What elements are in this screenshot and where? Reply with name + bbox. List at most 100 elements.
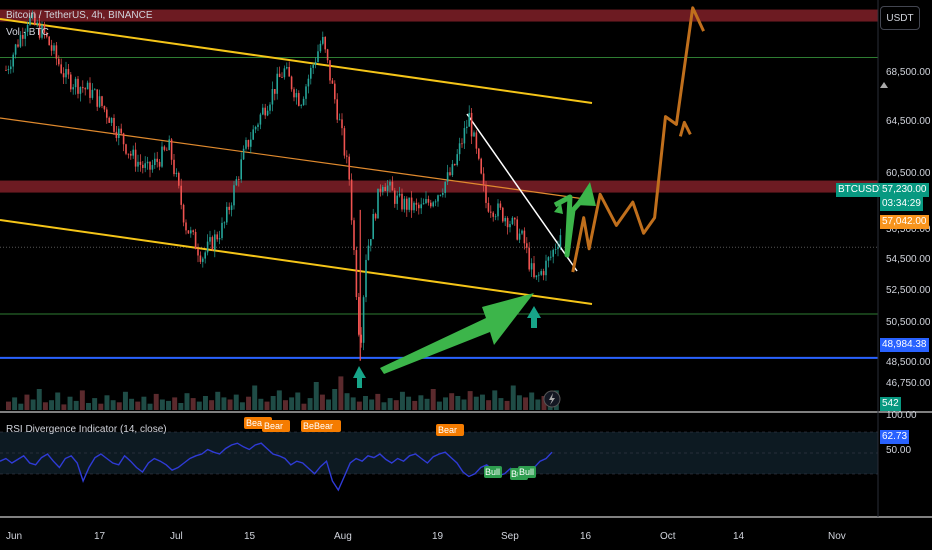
- candle-body: [377, 188, 379, 219]
- candle-body: [62, 73, 65, 78]
- candle-body: [178, 172, 180, 186]
- candle-body: [379, 188, 382, 192]
- candle-body: [324, 36, 326, 50]
- candle-body: [478, 148, 480, 159]
- bull-signal-bg: [484, 466, 502, 478]
- volume-bar: [36, 389, 42, 410]
- candle-body: [281, 77, 283, 78]
- candle-body: [353, 220, 355, 251]
- candle-body: [466, 126, 468, 129]
- candle-body: [269, 104, 271, 111]
- candle-body: [264, 107, 266, 116]
- volume-bar: [196, 401, 202, 410]
- volume-bar: [24, 394, 30, 410]
- candle-body: [204, 252, 206, 259]
- candle-body: [158, 161, 161, 167]
- candle-body: [202, 258, 204, 262]
- bear-signal: BeBear: [301, 420, 341, 432]
- volume-bar: [141, 396, 147, 410]
- rsi-indicator-label[interactable]: RSI Divergence Indicator (14, close): [6, 424, 167, 435]
- symbol-title[interactable]: Bitcoin / TetherUS, 4h, BINANCE: [6, 10, 153, 21]
- candle-body: [250, 139, 252, 147]
- volume-bar: [443, 397, 448, 410]
- up-arrow-sep: [527, 306, 541, 328]
- prev-price-tag: 57,042.00: [880, 215, 929, 229]
- volume-bar: [473, 396, 479, 410]
- volume-bar: [498, 398, 504, 410]
- volume-bar: [6, 401, 11, 410]
- candle-body: [286, 67, 288, 69]
- candle-body: [362, 297, 365, 343]
- candle-body: [168, 139, 170, 151]
- trendline-white: [466, 113, 578, 272]
- green-projection: [553, 194, 584, 258]
- candle-body: [451, 164, 454, 176]
- candle-body: [235, 179, 238, 186]
- candle-body: [5, 69, 7, 71]
- candle-body: [475, 132, 478, 149]
- candle-body: [415, 202, 418, 205]
- candle-body: [110, 117, 113, 123]
- volume-bar: [356, 401, 362, 410]
- volume-bar: [79, 390, 85, 410]
- candle-body: [394, 190, 396, 204]
- candle-body: [132, 149, 134, 156]
- candle-body: [533, 263, 535, 278]
- candle-body: [79, 87, 82, 94]
- volume-bar: [116, 402, 122, 410]
- candle-body: [156, 158, 158, 162]
- candle-body: [24, 31, 26, 39]
- channel-top-line: [0, 18, 593, 104]
- candle-body: [305, 86, 307, 99]
- volume-bar: [67, 396, 73, 410]
- volume-bar: [42, 402, 48, 410]
- candle-body: [454, 164, 456, 166]
- candle-body: [12, 54, 14, 67]
- channel-mid-line: [0, 117, 593, 201]
- orange-arrowhead: [678, 120, 692, 137]
- candle-body: [456, 154, 458, 166]
- candle-body: [298, 93, 300, 106]
- candle-body: [360, 334, 362, 343]
- candle-body: [118, 128, 120, 138]
- candle-body: [391, 181, 394, 191]
- candle-body: [502, 207, 504, 222]
- volume-bar: [492, 390, 498, 410]
- volume-bar: [276, 390, 282, 410]
- candle-body: [137, 161, 139, 167]
- volume-bar: [166, 400, 171, 410]
- volume-bar: [350, 397, 356, 410]
- candle-body: [163, 146, 166, 150]
- candle-body: [31, 13, 34, 18]
- volume-bar: [153, 393, 159, 410]
- volume-bar: [184, 393, 190, 410]
- candle-body: [326, 49, 329, 61]
- candle-body: [127, 153, 130, 155]
- candle-body: [134, 149, 137, 167]
- bear-signal: Bear: [262, 420, 290, 432]
- candle-body: [547, 257, 550, 261]
- volume-bar: [202, 396, 208, 410]
- candle-body: [173, 159, 175, 175]
- candle-body: [259, 114, 262, 125]
- candle-body: [418, 204, 420, 209]
- volume-bar: [523, 397, 529, 410]
- candle-body: [238, 179, 240, 180]
- candle-body: [91, 89, 94, 98]
- candle-body: [166, 149, 168, 151]
- volume-bar: [110, 400, 116, 410]
- volume-bar: [227, 399, 233, 410]
- price-tick-label: 54,500.00: [886, 254, 931, 265]
- candle-body: [490, 211, 492, 213]
- candle-body: [245, 140, 247, 149]
- candle-body: [187, 230, 190, 234]
- volume-bar: [344, 393, 350, 410]
- candle-body: [190, 230, 192, 234]
- volume-bar: [55, 392, 61, 410]
- candle-body: [240, 159, 242, 180]
- candle-body: [334, 83, 336, 100]
- candle-body: [518, 233, 521, 240]
- candle-body: [146, 161, 149, 164]
- currency-button[interactable]: USDT: [880, 6, 920, 30]
